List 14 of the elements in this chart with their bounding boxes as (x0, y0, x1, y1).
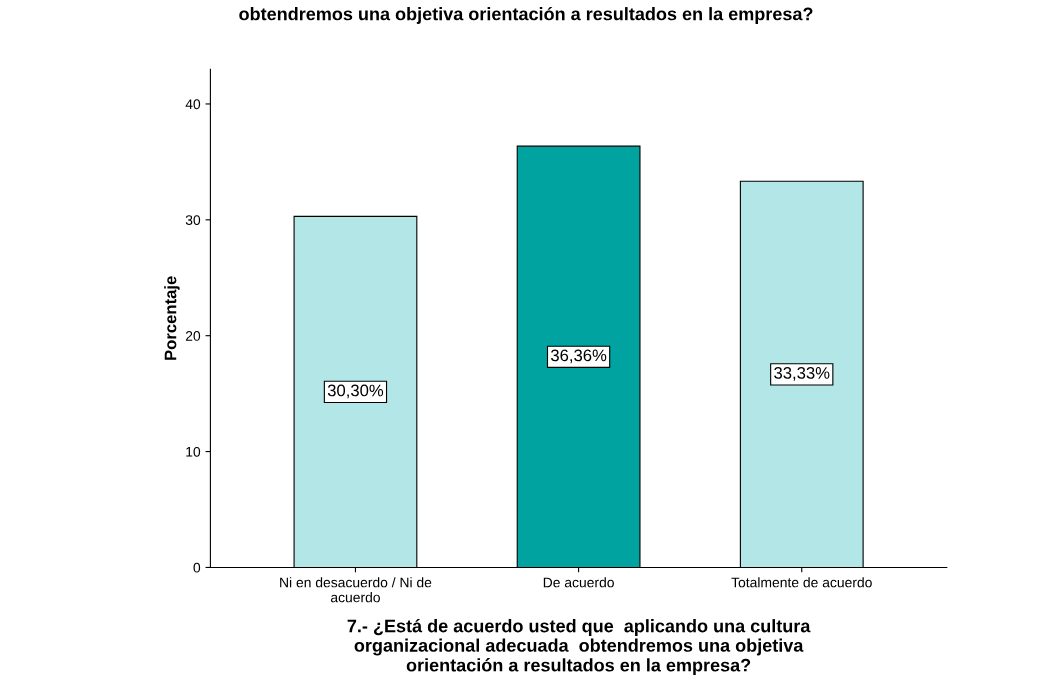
y-tick-label: 0 (193, 562, 201, 573)
chart-title: obtendremos una objetiva orientación a resultados en la empresa? (239, 6, 813, 24)
x-tick-label: Totalmente de acuerdo (731, 577, 872, 588)
x-axis-title: 7.- ¿Está de acuerdo usted que aplicando una cultura organizacional adecuada obtendremos una objetiva orientación a resultados en la empresa? (347, 618, 811, 676)
data-label: 30,30% (327, 384, 384, 399)
data-label: 33,33% (774, 367, 830, 381)
y-axis-title: Porcentaje (164, 276, 180, 360)
y-tick-label: 30 (185, 215, 201, 225)
x-tick-label: De acuerdo (543, 577, 614, 588)
x-tick-label: Ni en desacuerdo / Ni de acuerdo (280, 577, 432, 603)
y-tick-label: 20 (185, 331, 201, 341)
y-tick-label: 40 (185, 99, 201, 110)
data-label: 36,36% (550, 349, 607, 364)
y-tick-label: 10 (186, 446, 201, 457)
